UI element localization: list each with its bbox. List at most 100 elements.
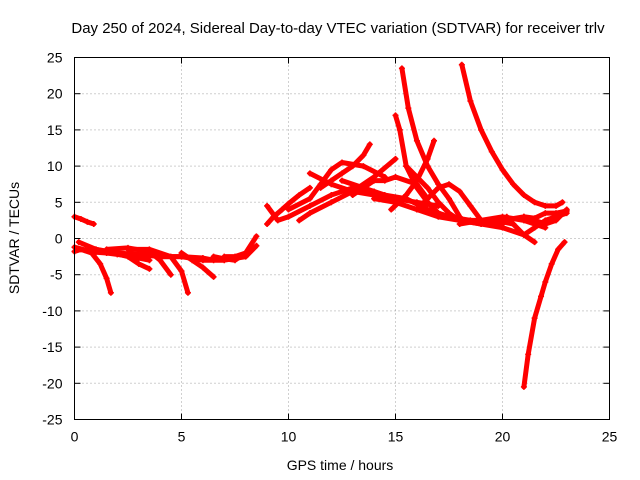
- data-point-marker: [446, 181, 452, 188]
- data-point-marker: [88, 249, 95, 256]
- series-arc-13: [264, 184, 378, 224]
- data-point-marker: [103, 246, 110, 253]
- data-point-marker: [135, 260, 142, 267]
- data-point-marker: [306, 195, 313, 202]
- series-arc-1: [71, 213, 97, 228]
- data-point-marker: [285, 213, 292, 220]
- data-point-marker: [531, 224, 538, 231]
- data-point-marker: [366, 141, 373, 148]
- data-point-marker: [92, 246, 99, 253]
- data-point-marker: [388, 206, 395, 213]
- data-point-marker: [184, 289, 191, 296]
- data-point-marker: [146, 265, 153, 272]
- data-point-marker: [542, 202, 549, 209]
- x-tick-label: 5: [178, 429, 186, 445]
- data-point-marker: [339, 177, 345, 184]
- data-point-marker: [431, 137, 438, 144]
- data-point-marker: [538, 293, 545, 300]
- data-point-marker: [563, 207, 570, 214]
- data-point-marker: [146, 257, 153, 264]
- data-point-marker: [189, 257, 196, 264]
- data-point-marker: [296, 192, 303, 199]
- data-point-marker: [306, 202, 313, 209]
- data-point-marker: [446, 195, 452, 202]
- data-point-marker: [478, 126, 485, 133]
- y-tick-label: 25: [47, 50, 63, 66]
- data-point-marker: [531, 199, 538, 206]
- data-point-marker: [553, 202, 559, 209]
- data-point-marker: [531, 215, 538, 222]
- data-point-marker: [371, 195, 378, 202]
- data-point-marker: [210, 273, 217, 280]
- data-point-marker: [413, 173, 420, 180]
- data-point-marker: [328, 166, 335, 173]
- data-point-marker: [178, 249, 185, 256]
- data-point-marker: [381, 177, 388, 184]
- data-point-marker: [392, 173, 399, 180]
- series-arc-26: [458, 61, 566, 209]
- data-point-marker: [548, 260, 555, 267]
- data-point-marker: [520, 192, 527, 199]
- data-point-marker: [510, 181, 517, 188]
- y-tick-label: 5: [55, 194, 63, 210]
- data-point-marker: [264, 202, 271, 209]
- axes: 0 5 10 15 20 25 -25 -20 -15 -10 -5 0 5 10 15 20 25: [42, 50, 617, 445]
- data-point-marker: [478, 217, 485, 224]
- data-point-marker: [413, 137, 420, 144]
- y-tick-label: 0: [55, 231, 63, 247]
- data-point-marker: [125, 253, 131, 260]
- data-point-marker: [167, 271, 174, 278]
- data-point-marker: [328, 177, 335, 184]
- data-point-marker: [531, 239, 538, 246]
- data-point-marker: [146, 246, 153, 253]
- data-point-marker: [424, 184, 431, 191]
- data-point-marker: [107, 289, 114, 296]
- x-tick-label: 20: [495, 429, 511, 445]
- series-line: [264, 185, 313, 227]
- data-point-marker: [306, 184, 313, 191]
- data-point-marker: [97, 260, 104, 267]
- x-tick-label: 0: [71, 429, 79, 445]
- data-point-marker: [328, 199, 335, 206]
- data-point-marker: [157, 253, 164, 260]
- data-point-marker: [467, 97, 474, 104]
- x-tick-label: 15: [388, 429, 404, 445]
- y-tick-label: 10: [47, 158, 63, 174]
- data-point-marker: [253, 233, 260, 240]
- series-arc-11: [221, 249, 249, 260]
- data-point-marker: [413, 184, 420, 191]
- x-tick-label: 25: [602, 429, 618, 445]
- data-point-marker: [296, 217, 303, 224]
- data-point-marker: [435, 210, 442, 217]
- data-point-marker: [279, 206, 286, 213]
- y-tick-label: -15: [42, 339, 62, 355]
- x-axis-label: GPS time / hours: [287, 457, 394, 473]
- data-point-marker: [424, 195, 431, 202]
- data-point-marker: [360, 163, 367, 170]
- series-arc-29: [520, 207, 570, 222]
- data-point-marker: [349, 163, 356, 170]
- data-point-marker: [285, 206, 292, 213]
- data-point-marker: [525, 351, 532, 358]
- series-line: [72, 246, 114, 296]
- data-point-marker: [274, 217, 281, 224]
- data-point-marker: [424, 155, 431, 162]
- data-point-marker: [531, 315, 538, 322]
- data-point-marker: [381, 192, 388, 199]
- data-point-marker: [392, 155, 399, 162]
- data-point-marker: [77, 246, 84, 253]
- data-point-marker: [542, 217, 549, 224]
- data-point-marker: [317, 184, 324, 191]
- data-point-marker: [285, 200, 292, 207]
- data-point-marker: [210, 253, 217, 260]
- data-point-marker: [360, 152, 367, 159]
- data-point-marker: [403, 163, 410, 170]
- data-point-marker: [467, 202, 474, 209]
- series-arc-12: [264, 184, 313, 228]
- data-point-marker: [77, 215, 84, 222]
- series-arc-10: [210, 233, 260, 264]
- data-point-marker: [306, 210, 313, 217]
- data-point-marker: [413, 206, 420, 213]
- data-point-marker: [561, 239, 568, 246]
